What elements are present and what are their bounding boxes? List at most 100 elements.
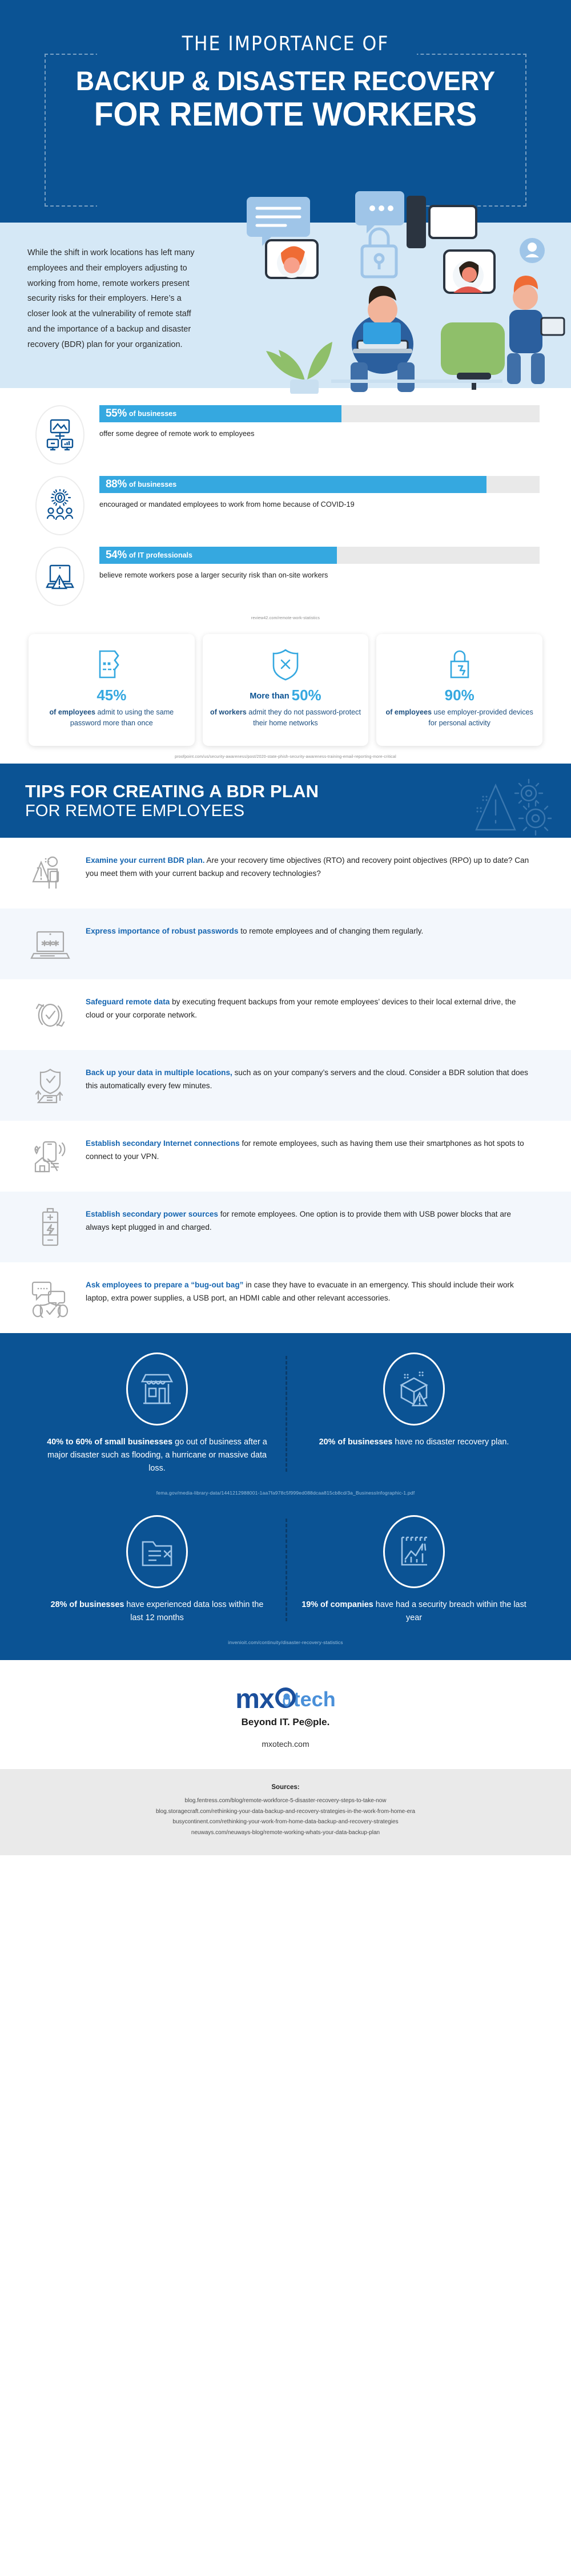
bottom-stat-text: 20% of businesses have no disaster recov… <box>300 1436 528 1449</box>
hero-frame-mask-top <box>97 46 417 63</box>
card-text-rest: admit to using the same password more th… <box>70 708 174 728</box>
stats-source-citation: review42.com/remote-work-statistics <box>251 616 320 620</box>
vertical-dashed-divider <box>286 1519 287 1622</box>
tips-title-line1: TIPS FOR CREATING A BDR PLAN <box>25 781 319 801</box>
hero-eyebrow: THE IMPORTANCE OF <box>182 33 389 55</box>
tip-text: Establish secondary power sources for re… <box>86 1206 531 1234</box>
stat-row: 88% of businesses encouraged or mandated… <box>0 475 571 535</box>
stat-card: 45% of employees admit to using the same… <box>29 634 195 746</box>
source-link[interactable]: busycontinent.com/rethinking-your-work-f… <box>172 1819 399 1826</box>
tip-bold: Establish secondary power sources <box>86 1210 218 1219</box>
bottom-stat-rest: go out of business after a major disaste… <box>47 1438 267 1473</box>
tip-rest: in case they have to evacuate in an emer… <box>86 1281 514 1303</box>
source-link[interactable]: blog.fentress.com/blog/remote-workforce-… <box>184 1798 387 1804</box>
open-box-warning-icon <box>383 1352 445 1426</box>
logo-website-url[interactable]: mxotech.com <box>262 1739 309 1749</box>
tip-rest: for remote employees. One option is to p… <box>86 1210 511 1232</box>
sources-section: Sources: blog.fentress.com/blog/remote-w… <box>0 1769 571 1856</box>
tip-row: Express importance of robust passwords t… <box>0 909 571 980</box>
bottom-stat-cell: 20% of businesses have no disaster recov… <box>286 1352 542 1475</box>
card-text-rest: use employer-provided devices for person… <box>428 708 533 728</box>
tips-list-section: Examine your current BDR plan. Are your … <box>0 838 571 1333</box>
tip-text: Back up your data in multiple locations,… <box>86 1065 531 1093</box>
bottom-stat-cell: 19% of companies have had a security bre… <box>286 1515 542 1625</box>
bar-track: 54% of IT professionals <box>99 547 540 564</box>
sources-list: blog.fentress.com/blog/remote-workforce-… <box>0 1796 571 1838</box>
bottom-stat-rest: have no disaster recovery plan. <box>392 1438 509 1447</box>
tips-title-line2: FOR REMOTE EMPLOYEES <box>25 801 245 820</box>
card-percent-value: 90% <box>444 687 475 704</box>
tip-text: Ask employees to prepare a “bug-out bag”… <box>86 1277 531 1305</box>
chart-breach-icon <box>383 1515 445 1589</box>
broken-password-icon <box>35 647 188 682</box>
tip-text: Establish secondary Internet connections… <box>86 1136 531 1164</box>
bottom-stat-text: 19% of companies have had a security bre… <box>300 1598 528 1625</box>
bar-who: of businesses <box>128 481 177 488</box>
bar-percent: 55% <box>106 407 127 419</box>
source-link[interactable]: neuways.com/neuways-blog/remote-working-… <box>191 1829 380 1836</box>
bar-percent: 54% <box>106 549 127 561</box>
stat-caption: believe remote workers pose a larger sec… <box>99 571 328 579</box>
source-link[interactable]: blog.storagecraft.com/rethinking-your-da… <box>155 1808 416 1815</box>
broken-lock-icon <box>383 647 536 682</box>
bottom-stats-row-2: 28% of businesses have experienced data … <box>0 1515 571 1625</box>
tip-row: Establish secondary Internet connections… <box>0 1121 571 1192</box>
hero-section: THE IMPORTANCE OF BACKUP & DISASTER RECO… <box>0 0 571 223</box>
cards-section: 45% of employees admit to using the same… <box>0 632 571 759</box>
bar-fill: 54% of IT professionals <box>99 547 337 564</box>
tip-bold: Express importance of robust passwords <box>86 927 239 936</box>
card-text: of employees admit to using the same pas… <box>35 707 188 729</box>
cards-source-citation: proofpoint.com/us/security-awareness/pos… <box>175 755 396 759</box>
shield-x-icon <box>210 647 362 682</box>
card-percent: More than 50% <box>210 687 362 704</box>
tip-bold: Safeguard remote data <box>86 998 170 1007</box>
intro-paragraph: While the shift in work locations has le… <box>27 248 195 349</box>
logo-mark-right: tech <box>293 1687 336 1711</box>
tip-bold: Examine your current BDR plan. <box>86 856 205 865</box>
tip-bold: Establish secondary Internet connections <box>86 1139 240 1148</box>
bottom-source-citation-1: fema.gov/media-library-data/144121298800… <box>156 1490 415 1496</box>
card-text-lead: of employees <box>49 708 95 717</box>
card-percent-prefix: More than <box>250 692 292 701</box>
tip-row: Ask employees to prepare a “bug-out bag”… <box>0 1262 571 1333</box>
bottom-stat-text: 40% to 60% of small businesses go out of… <box>43 1436 271 1475</box>
card-text-rest: admit they do not password-protect their… <box>246 708 361 728</box>
bottom-stats-section: 40% to 60% of small businesses go out of… <box>0 1333 571 1661</box>
card-percent-value: 50% <box>291 687 321 704</box>
storefront-icon <box>126 1352 188 1426</box>
tip-rest: to remote employees and of changing them… <box>238 927 424 936</box>
bottom-stat-cell: 28% of businesses have experienced data … <box>29 1515 286 1625</box>
vertical-dashed-divider <box>286 1356 287 1472</box>
tip-bold: Ask employees to prepare a “bug-out bag” <box>86 1281 244 1290</box>
card-percent: 45% <box>35 687 188 704</box>
card-text-lead: of workers <box>210 708 247 717</box>
tip-text: Examine your current BDR plan. Are your … <box>86 853 531 881</box>
sync-check-icon <box>23 994 78 1035</box>
bottom-stat-lead: 28% of businesses <box>50 1600 124 1610</box>
person-alert-clipboard-icon <box>23 853 78 894</box>
bottom-stats-row-1: 40% to 60% of small businesses go out of… <box>0 1352 571 1475</box>
stat-caption: offer some degree of remote work to empl… <box>99 429 255 438</box>
infographic-page: THE IMPORTANCE OF BACKUP & DISASTER RECO… <box>0 0 571 1856</box>
tip-text: Express importance of robust passwords t… <box>86 923 423 938</box>
hero-title-line1: BACKUP & DISASTER RECOVERY <box>75 65 496 96</box>
chat-people-shield-icon <box>23 1277 78 1318</box>
mxotech-logo: mx tech <box>0 1684 571 1714</box>
laptop-password-icon <box>23 923 78 964</box>
logo-tagline: Beyond IT. Pe◎ple. <box>0 1717 571 1728</box>
shield-upload-icon <box>23 1065 78 1106</box>
bar-fill: 88% of businesses <box>99 476 487 493</box>
card-percent-value: 45% <box>96 687 127 704</box>
tip-rest: by executing frequent backups from your … <box>86 998 516 1020</box>
stat-caption: encouraged or mandated employees to work… <box>99 500 355 508</box>
bottom-stat-cell: 40% to 60% of small businesses go out of… <box>29 1352 286 1475</box>
bar-track: 88% of businesses <box>99 476 540 493</box>
laptop-warning-icon <box>35 547 85 606</box>
remote-monitors-icon <box>35 405 85 465</box>
tip-bold: Back up your data in multiple locations, <box>86 1068 232 1077</box>
gears-warning-decoration <box>475 778 552 836</box>
logo-mark-left: mx <box>235 1683 274 1714</box>
battery-bolt-icon <box>23 1206 78 1247</box>
home-wifi-phone-icon <box>23 1136 78 1177</box>
stat-row: 54% of IT professionals believe remote w… <box>0 546 571 606</box>
